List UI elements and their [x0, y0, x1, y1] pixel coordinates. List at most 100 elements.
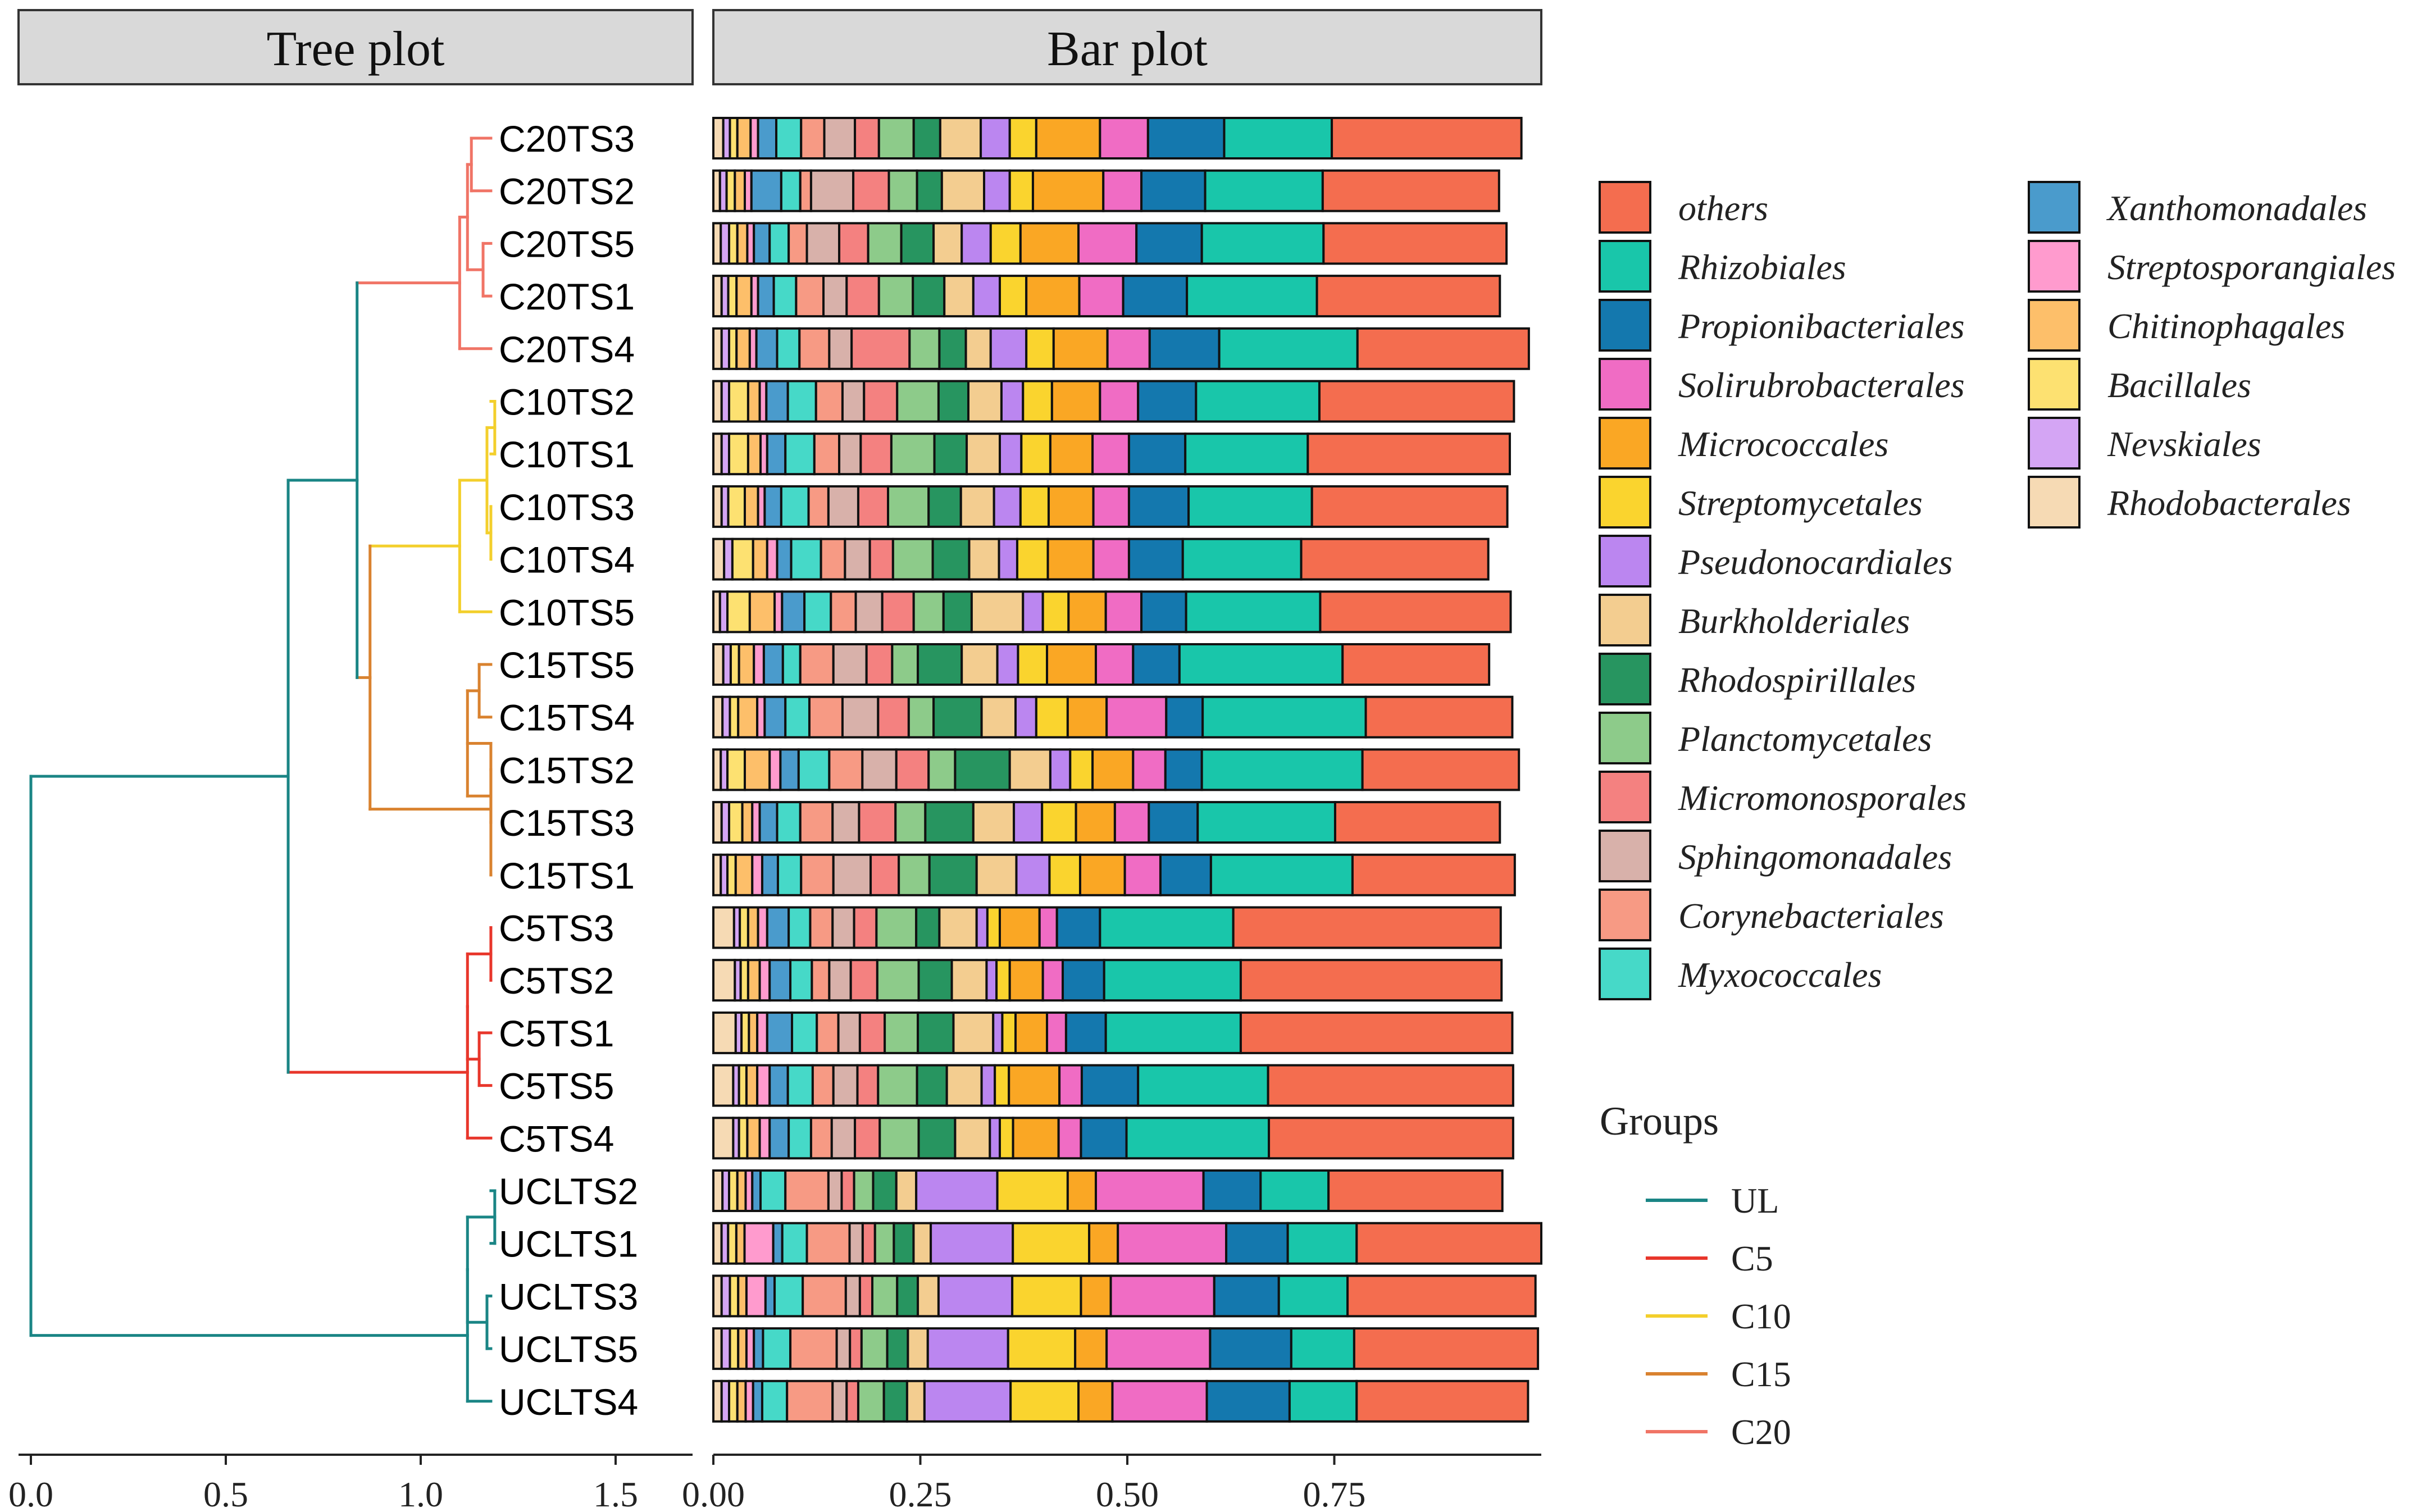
bar-segment — [1355, 1222, 1542, 1265]
bar-segment — [750, 169, 782, 212]
bar-segment — [766, 432, 787, 476]
bar-segment — [779, 748, 800, 791]
bar-segment — [712, 1222, 723, 1265]
bar-panel-title: Bar plot — [1047, 22, 1208, 76]
bar-segment — [757, 117, 778, 160]
bar-segment — [728, 222, 739, 265]
bar-segment — [994, 1064, 1010, 1107]
bar-segment — [1181, 538, 1303, 581]
bar-segment — [1105, 695, 1168, 739]
legend-swatch — [2028, 240, 2081, 293]
bar-segment — [758, 1117, 771, 1160]
bar-segment — [762, 643, 784, 686]
bar-segment — [1239, 959, 1503, 1002]
bar-segment — [832, 853, 872, 896]
bar-segment — [960, 643, 999, 686]
bar-segment — [1008, 169, 1034, 212]
bar-segment — [896, 1274, 919, 1318]
bar-segment — [844, 1274, 861, 1318]
bar-segment — [739, 906, 749, 949]
bar-segment — [952, 1011, 995, 1054]
bar-segment — [745, 1274, 767, 1318]
bar-segment — [735, 1222, 746, 1265]
bar-segment — [1041, 590, 1070, 634]
bar-segment — [1094, 1169, 1205, 1212]
bar-segment — [989, 222, 1022, 265]
bar-segment — [800, 853, 835, 896]
bar-segment — [895, 748, 930, 791]
bar-segment — [1035, 695, 1069, 739]
legend-swatch — [1599, 417, 1651, 470]
bar-segment — [1319, 590, 1512, 634]
bar-segment — [762, 1327, 792, 1370]
tree-x-tick-label: 1.0 — [398, 1474, 443, 1512]
bar-segment — [1041, 801, 1077, 844]
bar-segment — [975, 906, 989, 949]
bar-segment — [1104, 590, 1143, 634]
bar-segment — [1259, 1169, 1330, 1212]
bar-segment — [835, 1327, 852, 1370]
bar-segment — [827, 1169, 843, 1212]
bar-segment — [1008, 1064, 1061, 1107]
bar-x-tick-label: 0.25 — [889, 1474, 952, 1512]
bar-segment — [1135, 222, 1203, 265]
bar-segment — [1310, 485, 1509, 528]
bar-segment — [996, 1169, 1069, 1212]
bar-segment — [729, 1327, 740, 1370]
bar-segment — [720, 1327, 731, 1370]
bar-segment — [856, 1064, 880, 1107]
bar-segment — [712, 1379, 723, 1423]
bar-segment — [1066, 695, 1108, 739]
legend-label: Streptosporangiales — [2107, 247, 2396, 287]
bar-segment — [712, 643, 725, 686]
bar-segment — [1165, 695, 1204, 739]
bar-segment — [1099, 380, 1140, 423]
bar-segment — [1186, 275, 1318, 318]
bar-segment — [1218, 327, 1359, 370]
bar-segment — [841, 695, 880, 739]
bar-segment — [930, 1222, 1014, 1265]
legend-label: Planctomycetales — [1678, 719, 1932, 759]
bar-segment — [1025, 327, 1055, 370]
bar-segment — [712, 117, 725, 160]
bar-segment — [939, 117, 982, 160]
bar-segment — [1225, 1222, 1289, 1265]
bar-segment — [912, 1222, 932, 1265]
sample-label: UCLTS3 — [499, 1276, 638, 1317]
bar-segment — [789, 959, 813, 1002]
bar-segment — [966, 432, 1001, 476]
bar-segment — [926, 1327, 1009, 1370]
bar-segment — [803, 590, 832, 634]
bar-segment — [865, 643, 894, 686]
bar-segment — [1092, 485, 1130, 528]
bar-segment — [1159, 853, 1212, 896]
bar-segment — [808, 695, 844, 739]
bar-segment — [1300, 538, 1490, 581]
bar-segment — [752, 538, 768, 581]
legend-swatch — [1599, 358, 1651, 411]
sample-label: UCLTS2 — [499, 1171, 638, 1212]
bar-x-tick-label: 0.50 — [1096, 1474, 1159, 1512]
bar-segment — [992, 1011, 1004, 1054]
sample-label: C15TS5 — [499, 644, 635, 686]
bar-segment — [1315, 275, 1501, 318]
bar-segment — [886, 1327, 909, 1370]
legend-swatch — [2028, 299, 2081, 352]
bar-segment — [738, 643, 755, 686]
legend-label: Sphingomonadales — [1678, 837, 1952, 877]
bar-segment — [712, 380, 723, 423]
bar-segment — [1132, 748, 1167, 791]
bar-segment — [828, 959, 852, 1002]
bar-segment — [780, 169, 802, 212]
bar-segment — [1077, 1379, 1114, 1423]
bar-segment — [736, 117, 752, 160]
bar-segment — [871, 1274, 899, 1318]
bar-segment — [1132, 643, 1181, 686]
bar-segment — [1201, 695, 1367, 739]
bar-segment — [1049, 748, 1072, 791]
bar-segment — [753, 643, 765, 686]
bar-segment — [890, 432, 936, 476]
bar-segment — [1185, 590, 1322, 634]
bar-segment — [809, 169, 855, 212]
bar-segment — [737, 695, 759, 739]
